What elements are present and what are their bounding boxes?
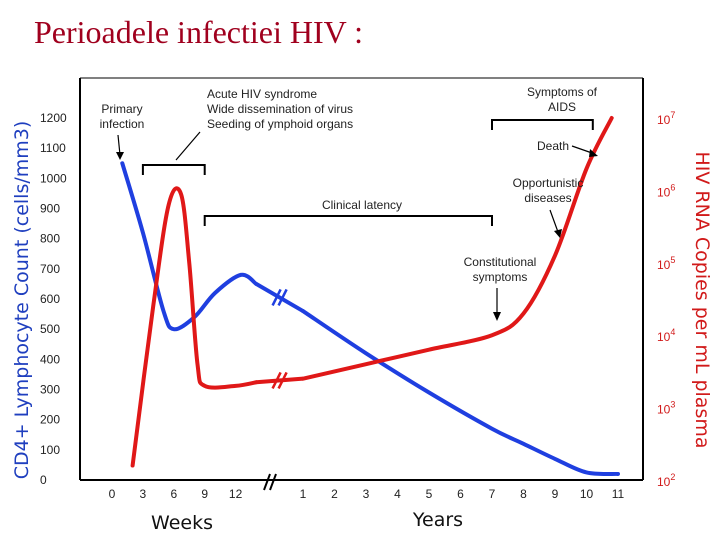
right-tick-label: 104 <box>657 327 675 344</box>
left-tick-label: 600 <box>40 292 60 306</box>
x-tick-label-year: 11 <box>612 487 625 501</box>
x-tick-label-week: 3 <box>140 487 147 501</box>
annotation-opportunistic: Opportunistic diseases <box>513 176 584 238</box>
x-tick-label-year: 4 <box>394 487 401 501</box>
phase-bracket <box>491 119 594 130</box>
x-tick-label-year: 10 <box>580 487 594 501</box>
x-tick-label-year: 9 <box>552 487 559 501</box>
right-tick-labels: 102 103 104 105 106 107 <box>657 110 675 489</box>
x-tick-label-year: 2 <box>331 487 338 501</box>
right-tick-label: 103 <box>657 400 675 417</box>
left-tick-label: 800 <box>40 232 60 246</box>
annotation-primary-line2: infection <box>100 117 145 131</box>
left-tick-label: 300 <box>40 383 60 397</box>
annotation-primary-infection: Primary infection <box>100 102 145 160</box>
series-line-cd4-years <box>301 309 620 477</box>
series-line-hiv-rna-bridge <box>256 376 304 385</box>
x-tick-labels: 0 3 6 9 12 1 2 3 4 5 6 7 8 9 10 11 <box>109 487 625 501</box>
slide-title: Perioadele infectiei HIV : <box>34 14 364 50</box>
x-tick-label-year: 5 <box>426 487 433 501</box>
left-tick-label: 100 <box>40 443 60 457</box>
annotation-acute-line2: Wide dissemination of virus <box>207 102 353 116</box>
annotation-opportunistic-line1: Opportunistic <box>513 176 584 190</box>
annotation-aids-line1: Symptoms of <box>527 85 598 99</box>
x-axis-break <box>263 473 277 491</box>
series-break-mark <box>271 371 282 390</box>
x-tick-label-year: 7 <box>489 487 496 501</box>
x-axis-title-weeks: Weeks <box>151 512 213 534</box>
series-break-mark <box>277 371 288 390</box>
annotation-constitutional-line2: symptoms <box>473 270 528 284</box>
series-break-mark <box>271 288 282 307</box>
right-y-axis-title: HIV RNA Copies per mL plasma <box>691 151 713 448</box>
left-tick-label: 700 <box>40 262 60 276</box>
right-tick-label: 106 <box>657 182 675 199</box>
series-line-hiv-rna-years <box>301 116 614 381</box>
right-tick-label: 105 <box>657 255 675 272</box>
x-tick-label-week: 9 <box>201 487 208 501</box>
annotation-primary-line1: Primary <box>101 102 142 116</box>
series-break-mark <box>277 288 288 307</box>
annotation-acute-line3: Seeding of ymphoid organs <box>207 117 353 131</box>
annotation-death-label: Death <box>537 139 569 153</box>
phase-bracket <box>203 215 493 226</box>
annotation-constitutional-line1: Constitutional <box>464 255 537 269</box>
x-tick-label-year: 8 <box>520 487 527 501</box>
phase-bracket <box>141 164 206 175</box>
annotation-clinical-latency: Clinical latency <box>322 198 402 212</box>
right-tick-label: 107 <box>657 110 675 127</box>
x-tick-label-year: 3 <box>363 487 370 501</box>
axis-frame <box>79 77 644 491</box>
series-line-cd4-bridge <box>255 282 305 313</box>
x-tick-label-week: 0 <box>109 487 116 501</box>
annotation-death: Death <box>537 139 598 157</box>
annotation-opportunistic-line2: diseases <box>524 191 571 205</box>
left-tick-label: 0 <box>40 473 47 487</box>
left-tick-label: 1100 <box>40 141 66 155</box>
left-tick-label: 1200 <box>40 111 67 125</box>
x-tick-label-week: 6 <box>170 487 177 501</box>
left-y-axis-title: CD4+ Lymphocyte Count (cells/mm3) <box>11 121 33 480</box>
right-tick-label: 102 <box>657 472 675 489</box>
phase-brackets <box>141 119 594 226</box>
x-tick-label-year: 6 <box>457 487 464 501</box>
x-axis-title-years: Years <box>412 509 463 531</box>
x-tick-label-year: 1 <box>300 487 307 501</box>
annotation-constitutional: Constitutional symptoms <box>464 255 537 321</box>
left-tick-label: 200 <box>40 413 60 427</box>
left-tick-label: 500 <box>40 322 60 336</box>
series-lines <box>120 116 620 477</box>
annotation-acute-syndrome: Acute HIV syndrome Wide dissemination of… <box>175 87 353 161</box>
series-line-hiv-rna-weeks <box>130 186 259 468</box>
left-tick-label: 400 <box>40 352 60 366</box>
annotation-latency-label: Clinical latency <box>322 198 402 212</box>
annotation-aids: Symptoms of AIDS <box>527 85 598 114</box>
left-tick-label: 900 <box>40 202 60 216</box>
series-line-cd4-weeks <box>120 161 259 332</box>
left-tick-labels: 0 100 200 300 400 500 600 700 800 900 1000 1100 1200 <box>40 111 67 487</box>
annotation-acute-line1: Acute HIV syndrome <box>207 87 317 101</box>
left-tick-label: 1000 <box>40 171 67 185</box>
annotation-aids-line2: AIDS <box>548 100 576 114</box>
x-tick-label-week: 12 <box>229 487 243 501</box>
